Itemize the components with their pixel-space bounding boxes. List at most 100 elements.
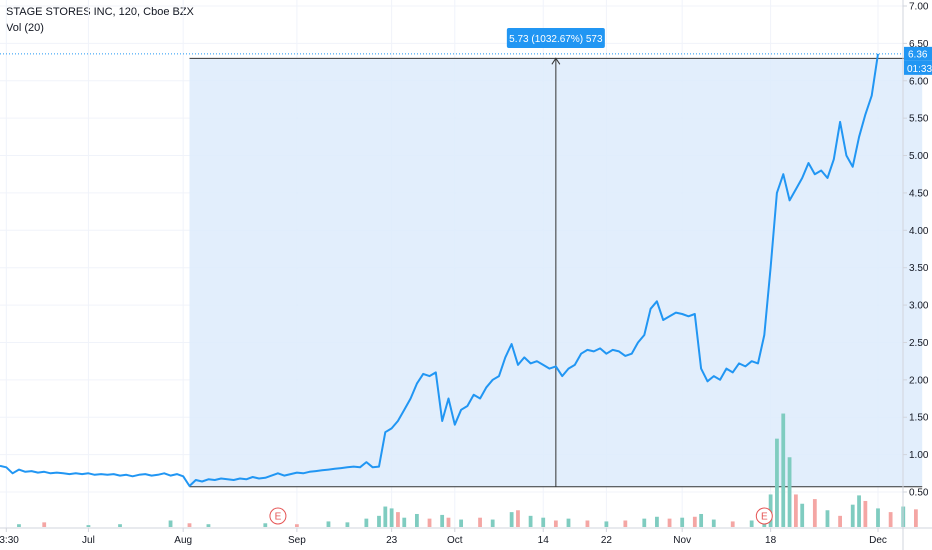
volume-bar: [509, 512, 514, 527]
price-range-badge-bg: [506, 28, 605, 48]
price-range-badge: 5.73 (1032.67%) 573: [506, 28, 605, 48]
volume-bar: [793, 494, 798, 527]
volume-bar: [781, 413, 786, 527]
volume-bar: [775, 438, 779, 527]
volume-bar: [440, 514, 445, 527]
time-tick-label: Aug: [174, 535, 192, 546]
volume-bar: [680, 517, 685, 527]
volume-bar: [541, 517, 546, 527]
volume-bar: [623, 520, 628, 527]
volume-bar: [585, 520, 590, 527]
volume-bar: [402, 517, 407, 527]
volume-bar: [566, 518, 571, 527]
bar-countdown: 01:33:4: [907, 64, 932, 75]
volume-bar: [604, 521, 609, 527]
volume-bar: [345, 522, 350, 527]
earnings-icon[interactable]: [755, 507, 773, 525]
earnings-icon[interactable]: [269, 507, 287, 525]
price-tick-label: 1.00: [909, 450, 929, 461]
volume-bar: [800, 503, 805, 527]
price-tick-label: 3.00: [909, 301, 929, 312]
time-tick-label: Nov: [673, 535, 691, 546]
volume-bar: [857, 495, 861, 527]
price-tick-label: 6.50: [909, 39, 929, 50]
arrow-up-icon: [551, 57, 561, 65]
price-tick-label: 6.00: [909, 76, 929, 87]
volume-bar: [326, 521, 331, 527]
volume-bar: [876, 508, 880, 527]
volume-bar: [86, 525, 91, 527]
price-tick-label: 2.00: [909, 375, 929, 386]
time-axis[interactable]: 13:30 Jul Aug Sep 23 Oct 14 22 Nov 18 Dec: [0, 528, 887, 546]
volume-bar: [838, 515, 842, 527]
price-tick-label: 5.50: [909, 114, 929, 125]
volume-bar: [478, 517, 482, 527]
volume-bar: [17, 524, 21, 527]
volume-bar: [364, 518, 369, 527]
price-tick-label: 7.00: [909, 2, 929, 13]
volume-bar: [888, 512, 893, 527]
time-tick-label: 13:30: [0, 535, 19, 546]
volume-bar: [553, 520, 558, 527]
last-price-badge: 6.36 01:33:4: [904, 46, 932, 75]
price-line: [0, 53, 879, 487]
volume-bar: [914, 509, 918, 527]
volume-bar: [749, 520, 754, 527]
time-tick-label: 14: [538, 535, 550, 546]
time-tick-label: Jul: [82, 535, 95, 546]
volume-indicator-label: Vol (20): [6, 22, 44, 34]
volume-bar: [850, 504, 855, 527]
volume-bar: [168, 520, 173, 527]
volume-bar: [389, 508, 394, 527]
price-tick-label: 5.00: [909, 151, 929, 162]
time-tick-label: 23: [386, 535, 398, 546]
volume-bar: [528, 515, 533, 527]
volume-bar: [414, 513, 419, 527]
volume-bar: [206, 524, 211, 527]
time-tick-label: Oct: [447, 535, 463, 546]
earnings-label: E: [275, 512, 282, 523]
volume-bar: [655, 516, 659, 527]
volume-bar: [263, 523, 268, 527]
volume-bar: [825, 510, 830, 527]
time-tick-label: 22: [601, 535, 613, 546]
volume-bar: [383, 506, 388, 527]
price-tick-label: 3.50: [909, 263, 929, 274]
volume-bar: [711, 519, 716, 527]
time-tick-label: 18: [765, 535, 777, 546]
volume-bar: [863, 500, 868, 527]
volume-bar: [667, 518, 672, 527]
earnings-label: E: [761, 512, 768, 523]
volume-bar: [692, 516, 697, 527]
last-price-value: 6.36: [908, 49, 928, 60]
time-tick-label: Sep: [288, 535, 306, 546]
volume-bar: [459, 519, 464, 527]
volume-bar: [427, 518, 432, 527]
volume-bar: [446, 517, 451, 527]
volume-bar: [42, 522, 47, 527]
volume-bar: [377, 515, 381, 527]
price-tick-label: 0.50: [909, 488, 929, 499]
volume-bar: [812, 499, 817, 527]
volume-bar: [396, 512, 400, 527]
volume-bar: [730, 521, 735, 527]
volume-bar: [294, 524, 299, 527]
volume-bar: [642, 518, 647, 527]
time-tick-label: Dec: [869, 535, 887, 546]
price-tick-label: 1.50: [909, 413, 929, 424]
volume-bar: [490, 519, 495, 527]
countdown-badge-bg: [904, 60, 932, 75]
volume-bar: [699, 513, 704, 527]
volume-bar: [516, 510, 520, 527]
volume-bar: [787, 457, 792, 527]
price-tick-label: 4.00: [909, 226, 929, 237]
chart-title: STAGE STORES INC, 120, Cboe BZX: [6, 6, 194, 18]
price-range-label: 5.73 (1032.67%) 573: [509, 34, 603, 45]
last-price-badge-bg: [904, 46, 932, 61]
price-tick-label: 4.50: [909, 188, 929, 199]
price-axis[interactable]: 7.00 6.50 6.00 5.50 5.00 4.50 4.00 3.50 3.00 2.50…: [903, 2, 929, 499]
volume-bar: [118, 524, 122, 527]
price-tick-label: 2.50: [909, 338, 929, 349]
